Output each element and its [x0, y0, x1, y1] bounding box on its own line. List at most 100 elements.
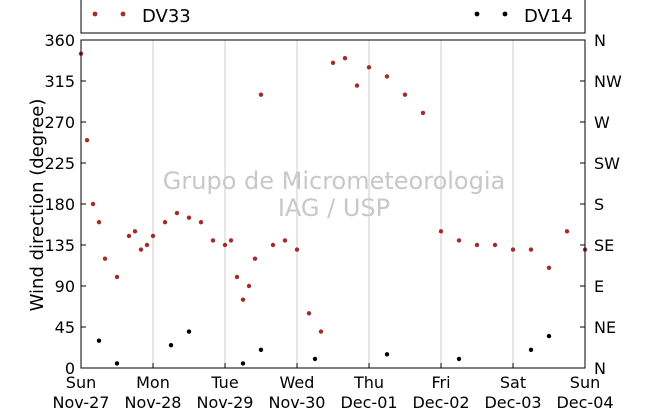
data-point-dv33 [96, 220, 102, 225]
y-tick-label: 135 [44, 236, 75, 255]
y-tick-label: 0 [65, 359, 75, 378]
data-point-dv14 [168, 343, 174, 348]
data-point-dv33 [366, 65, 372, 70]
legend-label-dv33: DV33 [142, 6, 191, 27]
legend: DV33 DV14 [80, 0, 586, 34]
x-tick-day-label: Thu [353, 373, 384, 392]
y-tick-label-right: W [594, 113, 610, 132]
data-point-dv33 [234, 274, 240, 280]
legend-entry-dv33: DV33 [92, 6, 191, 27]
data-point-dv33 [528, 247, 534, 252]
data-point-dv33 [270, 242, 276, 248]
data-point-dv14 [528, 347, 534, 352]
data-point-dv33 [306, 311, 312, 316]
data-point-dv33 [474, 242, 480, 248]
data-point-dv33 [240, 297, 246, 302]
data-point-dv33 [84, 138, 90, 143]
watermark-line-2: IAG / USP [278, 194, 390, 222]
legend-label-dv14: DV14 [524, 6, 573, 27]
legend-marker-dv33 [92, 11, 98, 17]
data-point-dv33 [114, 274, 120, 280]
y-tick-label-right: E [594, 277, 604, 296]
y-tick-label-right: SE [594, 236, 614, 255]
data-point-dv33 [564, 229, 570, 234]
data-point-dv14 [240, 361, 246, 366]
y-tick-label: 225 [44, 154, 75, 173]
data-points [78, 51, 588, 366]
x-tick-date-label: Dec-03 [484, 393, 541, 409]
data-point-dv33 [132, 229, 138, 234]
legend-marker-dv14 [474, 11, 480, 17]
data-point-dv33 [438, 229, 444, 234]
y-tick-label: 270 [44, 113, 75, 132]
data-point-dv33 [186, 215, 192, 220]
y-tick-label: 315 [44, 72, 75, 91]
data-point-dv33 [402, 92, 408, 97]
data-point-dv33 [228, 238, 234, 243]
data-point-dv14 [96, 338, 102, 343]
y-tick-label-right: N [594, 31, 606, 50]
legend-marker-dv33 [120, 11, 126, 17]
y-tick-label-right: SW [594, 154, 620, 173]
x-tick-date-label: Nov-27 [53, 393, 110, 409]
y-tick-label-right: N [594, 359, 606, 378]
legend-frame [80, 0, 586, 34]
y-tick-label: 90 [55, 277, 75, 296]
data-point-dv33 [258, 92, 264, 97]
x-tick-day-label: Sun [66, 373, 96, 392]
watermark-line-1: Grupo de Micrometeorologia [163, 167, 505, 195]
data-point-dv33 [354, 83, 360, 88]
data-point-dv33 [420, 110, 426, 116]
data-point-dv14 [258, 347, 264, 352]
data-point-dv33 [384, 74, 390, 79]
data-point-dv33 [246, 283, 252, 289]
legend-entry-dv14: DV14 [474, 6, 573, 27]
watermark: Grupo de Micrometeorologia IAG / USP [163, 167, 505, 222]
x-tick-date-label: Nov-28 [125, 393, 182, 409]
data-point-dv33 [210, 238, 216, 243]
y-tick-label: 180 [44, 195, 75, 214]
x-tick-day-label: Sat [500, 373, 526, 392]
x-tick-day-label: Sun [570, 373, 600, 392]
x-tick-date-label: Dec-04 [556, 393, 613, 409]
data-point-dv33 [456, 238, 462, 243]
data-point-dv33 [138, 247, 144, 252]
x-tick-day-label: Mon [136, 373, 170, 392]
grid-lines [152, 40, 514, 368]
data-point-dv14 [312, 356, 318, 362]
data-point-dv33 [282, 238, 288, 243]
x-tick-day-label: Tue [210, 373, 238, 392]
y-tick-label-right: S [594, 195, 604, 214]
data-point-dv33 [126, 233, 132, 239]
data-point-dv33 [546, 265, 552, 270]
data-point-dv33 [318, 329, 324, 334]
data-point-dv33 [198, 220, 204, 225]
x-tick-date-label: Nov-30 [269, 393, 326, 409]
data-point-dv14 [384, 352, 390, 357]
x-tick-date-label: Nov-29 [197, 393, 254, 409]
data-point-dv33 [510, 247, 516, 252]
data-point-dv33 [492, 242, 498, 248]
data-point-dv14 [456, 356, 462, 362]
data-point-dv33 [222, 242, 228, 248]
y-tick-label: 45 [55, 318, 75, 337]
y-tick-label-right: NE [594, 318, 616, 337]
data-point-dv14 [186, 329, 192, 334]
data-point-dv14 [114, 361, 120, 366]
data-point-dv33 [90, 201, 96, 207]
legend-marker-dv14 [502, 11, 508, 17]
data-point-dv33 [252, 256, 258, 261]
data-point-dv33 [150, 233, 156, 239]
y-axis-label: Wind direction (degree) [27, 99, 48, 312]
y-tick-label-right: NW [594, 72, 622, 91]
y-tick-label: 360 [44, 31, 75, 50]
data-point-dv33 [144, 242, 150, 248]
data-point-dv33 [294, 247, 300, 252]
data-point-dv33 [102, 256, 108, 261]
x-tick-date-label: Dec-02 [412, 393, 469, 409]
x-tick-day-label: Wed [280, 373, 315, 392]
x-tick-date-label: Dec-01 [340, 393, 397, 409]
data-point-dv14 [546, 333, 552, 339]
